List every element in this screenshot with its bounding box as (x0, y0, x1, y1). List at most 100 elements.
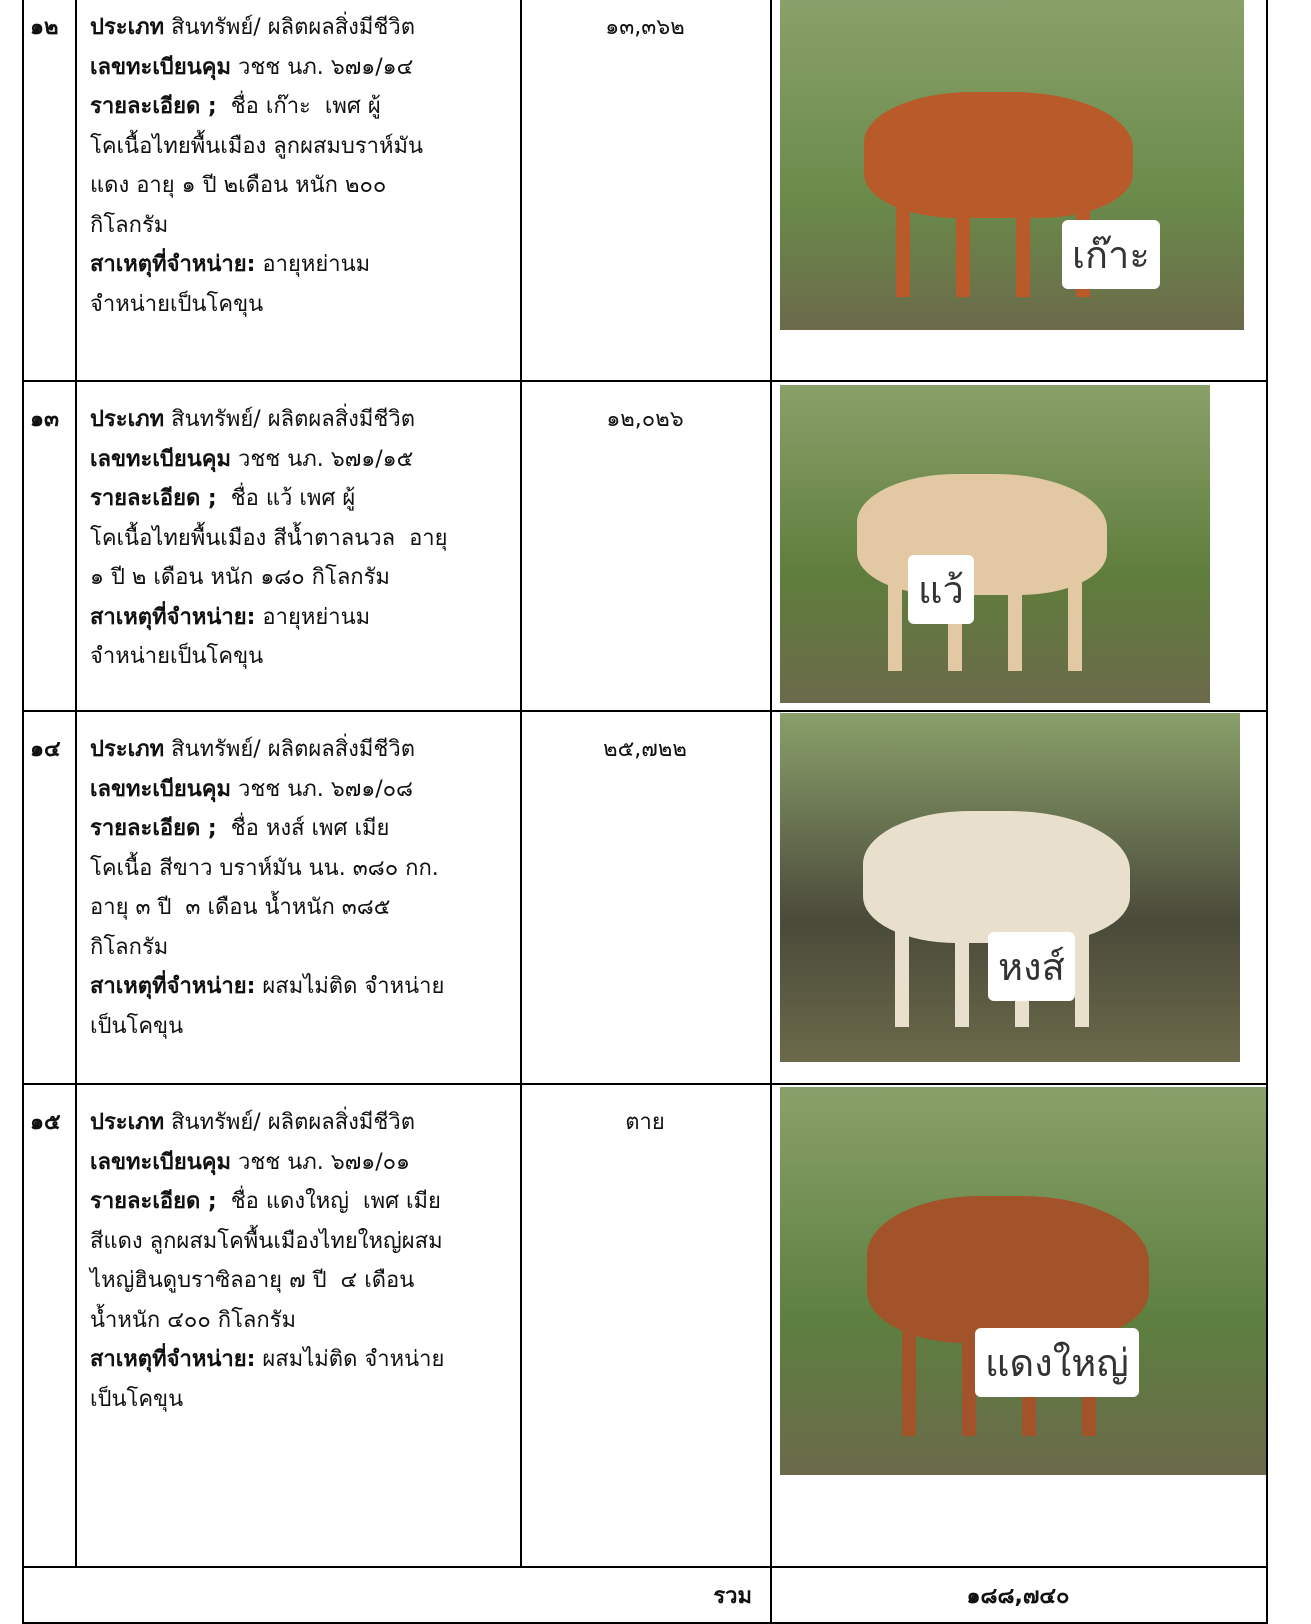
total-label: รวม (713, 1584, 752, 1609)
detail-line: กิโลกรัม (90, 928, 168, 967)
detail-line: รายละเอียด ; ชื่อ แดงใหญ่ เพศ เมีย (90, 1182, 441, 1221)
detail-text: โคเนื้อไทยพื้นเมือง ลูกผสมบราห์มัน (90, 133, 424, 159)
detail-line: ไหญ่ฮินดูบราซิลอายุ ๗ ปี ๔ เดือน (90, 1261, 414, 1300)
detail-label: เลขทะเบียนคุม (90, 446, 231, 472)
row-line (22, 710, 1268, 712)
detail-label: สาเหตุที่จำหน่าย: (90, 1347, 256, 1372)
detail-label: รายละเอียด ; (90, 94, 217, 119)
detail-text: ไหญ่ฮินดูบราซิลอายุ ๗ ปี ๔ เดือน (90, 1268, 415, 1293)
detail-line: เลขทะเบียนคุม วชช นภ. ๖๗๑/๐๑ (90, 1143, 410, 1182)
detail-line: แดง อายุ ๑ ปี ๒เดือน หนัก ๒๐๐ (90, 166, 386, 205)
price: ตาย (625, 1110, 665, 1135)
detail-label: ประเภท (90, 737, 165, 762)
row-number: ๑๓ (30, 407, 60, 432)
detail-text: ชื่อ เก๊าะ เพศ ผู้ (216, 94, 381, 119)
detail-line: เป็นโคขุน (90, 1007, 183, 1046)
detail-line: รายละเอียด ; ชื่อ หงส์ เพศ เมีย (90, 809, 389, 848)
detail-label: เลขทะเบียนคุม (90, 54, 231, 80)
detail-text: ๑ ปี ๒ เดือน หนัก ๑๘๐ กิโลกรัม (90, 565, 390, 590)
row-number: ๑๔ (30, 737, 61, 762)
cow-body (862, 810, 1130, 944)
cow-photo (780, 385, 1210, 703)
detail-label: รายละเอียด ; (90, 1189, 217, 1214)
detail-text: กิโลกรัม (90, 934, 169, 960)
detail-label: เลขทะเบียนคุม (90, 776, 231, 802)
detail-text: กิโลกรัม (90, 212, 169, 238)
cow-body (863, 92, 1133, 218)
detail-line: ประเภท สินทรัพย์/ ผลิตผลสิ่งมีชีวิต (90, 400, 415, 439)
detail-label: ประเภท (90, 15, 165, 40)
detail-text: ชื่อ แดงใหญ่ เพศ เมีย (216, 1189, 441, 1214)
total-value: ๑๘๘,๗๔๐ (966, 1584, 1070, 1609)
detail-label: สาเหตุที่จำหน่าย: (90, 604, 256, 630)
detail-line: ประเภท สินทรัพย์/ ผลิตผลสิ่งมีชีวิต (90, 730, 415, 769)
row-line (22, 1622, 1268, 1624)
detail-line: สาเหตุที่จำหน่าย: อายุหย่านม (90, 245, 370, 284)
detail-line: สาเหตุที่จำหน่าย: ผสมไม่ติด จำหน่าย (90, 967, 444, 1006)
detail-text: โคเนื้อ สีขาว บราห์มัน นน. ๓๘๐ กก. (90, 855, 439, 881)
detail-line: กิโลกรัม (90, 206, 168, 245)
detail-line: เป็นโคขุน (90, 1380, 183, 1419)
detail-label: ประเภท (90, 1110, 165, 1135)
detail-line: สาเหตุที่จำหน่าย: อายุหย่านม (90, 598, 370, 637)
row-line (22, 1083, 1268, 1085)
detail-line: สาเหตุที่จำหน่าย: ผสมไม่ติด จำหน่าย (90, 1340, 444, 1379)
detail-text: สินทรัพย์/ ผลิตผลสิ่งมีชีวิต (164, 1110, 415, 1135)
column-line (520, 0, 522, 1566)
detail-text: วชช นภ. ๖๗๑/๐๑ (231, 1149, 411, 1175)
detail-text: แดง อายุ ๑ ปี ๒เดือน หนัก ๒๐๐ (90, 173, 387, 198)
column-line (1266, 0, 1268, 1624)
detail-label: สาเหตุที่จำหน่าย: (90, 974, 256, 999)
detail-line: เลขทะเบียนคุม วชช นภ. ๖๗๑/๑๔ (90, 48, 413, 87)
detail-text: ผสมไม่ติด จำหน่าย (255, 1347, 445, 1372)
detail-text: จำหน่ายเป็นโคขุน (90, 291, 264, 317)
detail-label: เลขทะเบียนคุม (90, 1149, 231, 1175)
detail-line: เลขทะเบียนคุม วชช นภ. ๖๗๑/๑๕ (90, 440, 413, 479)
column-line (75, 0, 77, 1566)
detail-label: รายละเอียด ; (90, 486, 217, 511)
detail-label: ประเภท (90, 407, 165, 432)
row-number: ๑๕ (30, 1110, 61, 1135)
row-number: ๑๒ (30, 15, 59, 40)
detail-line: รายละเอียด ; ชื่อ แว้ เพศ ผู้ (90, 479, 355, 518)
detail-text: สินทรัพย์/ ผลิตผลสิ่งมีชีวิต (164, 407, 415, 432)
detail-label: สาเหตุที่จำหน่าย: (90, 252, 256, 277)
row-line (22, 1566, 1268, 1568)
detail-text: สินทรัพย์/ ผลิตผลสิ่งมีชีวิต (164, 15, 415, 40)
cow-photo (780, 713, 1240, 1062)
detail-text: ผสมไม่ติด จำหน่าย (255, 974, 445, 999)
column-line (770, 0, 772, 1624)
detail-text: สีแดง ลูกผสมโคพื้นเมืองไทยใหญ่ผสม (90, 1228, 443, 1254)
detail-text: เป็นโคขุน (90, 1013, 184, 1039)
detail-line: โคเนื้อไทยพื้นเมือง สีน้ำตาลนวล อายุ (90, 519, 448, 558)
cow-photo (780, 0, 1244, 330)
detail-text: ชื่อ หงส์ เพศ เมีย (216, 816, 390, 841)
detail-text: วชช นภ. ๖๗๑/๑๔ (231, 54, 414, 80)
detail-text: อายุหย่านม (255, 252, 371, 277)
detail-line: เลขทะเบียนคุม วชช นภ. ๖๗๑/๐๘ (90, 770, 413, 809)
photo-label: หงส์ (988, 932, 1075, 1001)
price: ๑๒,๐๒๖ (606, 407, 684, 432)
cow-photo (780, 1087, 1266, 1475)
row-line (22, 380, 1268, 382)
detail-line: โคเนื้อ สีขาว บราห์มัน นน. ๓๘๐ กก. (90, 849, 439, 888)
detail-line: ๑ ปี ๒ เดือน หนัก ๑๘๐ กิโลกรัม (90, 558, 390, 597)
detail-text: วชช นภ. ๖๗๑/๑๕ (231, 446, 414, 472)
price: ๒๕,๗๒๒ (603, 737, 687, 762)
detail-text: จำหน่ายเป็นโคขุน (90, 644, 264, 669)
photo-label: แดงใหญ่ (975, 1328, 1139, 1397)
detail-line: จำหน่ายเป็นโคขุน (90, 285, 263, 324)
detail-text: โคเนื้อไทยพื้นเมือง สีน้ำตาลนวล อายุ (90, 525, 448, 551)
detail-text: อายุ ๓ ปี ๓ เดือน น้ำหนัก ๓๘๕ (90, 895, 391, 920)
price: ๑๓,๓๖๒ (605, 15, 685, 40)
cow-body (857, 474, 1107, 595)
detail-line: ประเภท สินทรัพย์/ ผลิตผลสิ่งมีชีวิต (90, 8, 415, 47)
detail-line: จำหน่ายเป็นโคขุน (90, 637, 263, 676)
detail-line: โคเนื้อไทยพื้นเมือง ลูกผสมบราห์มัน (90, 127, 423, 166)
detail-text: น้ำหนัก ๔๐๐ กิโลกรัม (90, 1307, 297, 1333)
detail-line: ประเภท สินทรัพย์/ ผลิตผลสิ่งมีชีวิต (90, 1103, 415, 1142)
detail-line: น้ำหนัก ๔๐๐ กิโลกรัม (90, 1301, 296, 1340)
detail-line: อายุ ๓ ปี ๓ เดือน น้ำหนัก ๓๘๕ (90, 888, 390, 927)
detail-line: รายละเอียด ; ชื่อ เก๊าะ เพศ ผู้ (90, 87, 381, 126)
